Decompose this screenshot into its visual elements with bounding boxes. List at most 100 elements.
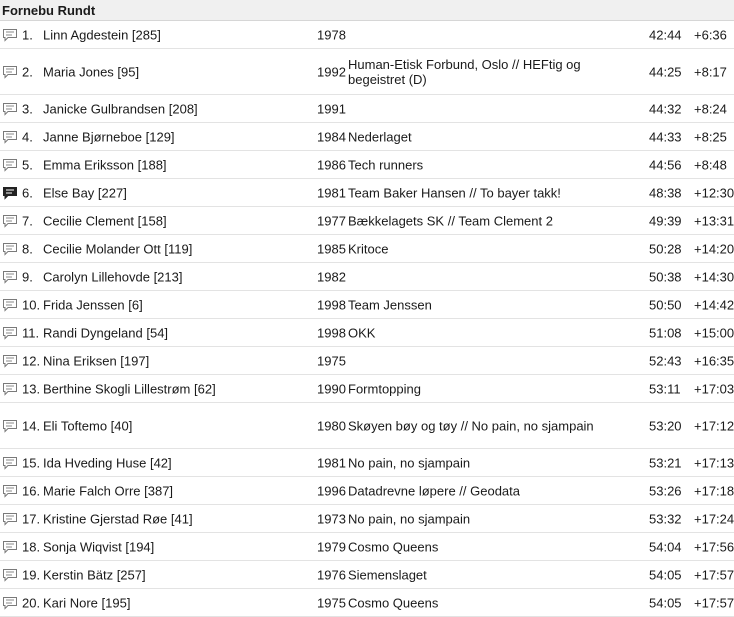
result-row[interactable]: 11. Randi Dyngeland [54] 1998 OKK 51:08 +15:0… [0,319,734,347]
result-row[interactable]: 4. Janne Bjørneboe [129] 1984 Nederlaget 44:… [0,123,734,151]
finish-time: 42:44 [649,27,682,42]
team-name: Skøyen bøy og tøy // No pain, no sjampai… [348,418,594,433]
place-number: 10. [22,297,41,312]
place-number: 8. [22,241,33,256]
runner-name[interactable]: Linn Agdestein [285] [43,27,161,42]
result-row[interactable]: 3. Janicke Gulbrandsen [208] 1991 44:32 +8:2… [0,95,734,123]
birth-year: 1986 [317,157,346,172]
place-number: 15. [22,455,41,470]
place-number: 4. [22,129,33,144]
time-behind: +14:30 [694,269,734,284]
result-row[interactable]: 15. Ida Hveding Huse [42] 1981 No pain, no … [0,449,734,477]
runner-name[interactable]: Berthine Skogli Lillestrøm [62] [43,381,216,396]
comment-icon[interactable] [2,354,18,368]
comment-icon[interactable] [2,326,18,340]
comment-icon[interactable] [2,456,18,470]
team-name: Bækkelagets SK // Team Clement 2 [348,213,553,228]
comment-icon[interactable] [2,158,18,172]
result-row[interactable]: 1. Linn Agdestein [285] 1978 42:44 +6:36 [0,21,734,49]
comment-icon[interactable] [2,242,18,256]
time-behind: +8:17 [694,64,727,79]
result-row[interactable]: 2. Maria Jones [95] 1992 Human-Etisk Forbun… [0,49,734,95]
runner-name[interactable]: Kari Nore [195] [43,595,131,610]
comment-icon[interactable] [2,382,18,396]
runner-name[interactable]: Kristine Gjerstad Røe [41] [43,511,193,526]
comment-icon[interactable] [2,102,18,116]
comment-icon[interactable] [2,512,18,526]
birth-year: 1998 [317,297,346,312]
birth-year: 1979 [317,539,346,554]
birth-year: 1977 [317,213,346,228]
birth-year: 1975 [317,595,346,610]
comment-icon[interactable] [2,28,18,42]
runner-name[interactable]: Emma Eriksson [188] [43,157,167,172]
finish-time: 51:08 [649,325,682,340]
place-number: 12. [22,353,41,368]
team-name: Cosmo Queens [348,539,439,554]
time-behind: +15:00 [694,325,734,340]
comment-icon[interactable] [2,540,18,554]
comment-icon[interactable] [2,214,18,228]
result-row[interactable]: 17. Kristine Gjerstad Røe [41] 1973 No pain… [0,505,734,533]
result-row[interactable]: 14. Eli Toftemo [40] 1980 Skøyen bøy og tøy… [0,403,734,449]
result-row[interactable]: 12. Nina Eriksen [197] 1975 52:43 +16:35 [0,347,734,375]
result-row[interactable]: 16. Marie Falch Orre [387] 1996 Datadrevne … [0,477,734,505]
place-number: 13. [22,381,41,396]
result-row[interactable]: 19. Kerstin Bätz [257] 1976 Siemenslaget 54:… [0,561,734,589]
finish-time: 50:50 [649,297,682,312]
result-row[interactable]: 8. Cecilie Molander Ott [119] 1985 Kritoce 5… [0,235,734,263]
runner-name[interactable]: Cecilie Clement [158] [43,213,167,228]
team-name: Kritoce [348,241,389,256]
result-row[interactable]: 13. Berthine Skogli Lillestrøm [62] 1990 Fo… [0,375,734,403]
result-row[interactable]: 5. Emma Eriksson [188] 1986 Tech runners 44:… [0,151,734,179]
finish-time: 48:38 [649,185,682,200]
result-row[interactable]: 10. Frida Jenssen [6] 1998 Team Jenssen 50:5… [0,291,734,319]
page-title: Fornebu Rundt [0,0,734,21]
place-number: 3. [22,101,33,116]
finish-time: 50:28 [649,241,682,256]
comment-icon[interactable] [2,65,18,79]
result-row[interactable]: 20. Kari Nore [195] 1975 Cosmo Queens 54:05 +… [0,589,734,617]
results-list: 1. Linn Agdestein [285] 1978 42:44 +6:36 2. Ma… [0,21,734,617]
place-number: 9. [22,269,33,284]
runner-name[interactable]: Kerstin Bätz [257] [43,567,146,582]
result-row[interactable]: 18. Sonja Wiqvist [194] 1979 Cosmo Queens 54… [0,533,734,561]
comment-icon[interactable] [2,130,18,144]
finish-time: 53:32 [649,511,682,526]
place-number: 7. [22,213,33,228]
time-behind: +12:30 [694,185,734,200]
runner-name[interactable]: Randi Dyngeland [54] [43,325,169,340]
time-behind: +8:48 [694,157,727,172]
team-name: Cosmo Queens [348,595,439,610]
runner-name[interactable]: Cecilie Molander Ott [119] [43,241,193,256]
result-row[interactable]: 7. Cecilie Clement [158] 1977 Bækkelagets S… [0,207,734,235]
birth-year: 1978 [317,27,346,42]
finish-time: 44:32 [649,101,682,116]
runner-name[interactable]: Marie Falch Orre [387] [43,483,174,498]
time-behind: +17:12 [694,418,734,433]
comment-icon[interactable] [2,270,18,284]
runner-name[interactable]: Ida Hveding Huse [42] [43,455,172,470]
runner-name[interactable]: Sonja Wiqvist [194] [43,539,155,554]
team-name: Nederlaget [348,129,412,144]
runner-name[interactable]: Maria Jones [95] [43,64,140,79]
result-row[interactable]: 6. Else Bay [227] 1981 Team Baker Hansen //… [0,179,734,207]
runner-name[interactable]: Janne Bjørneboe [129] [43,129,175,144]
result-row[interactable]: 9. Carolyn Lillehovde [213] 1982 50:38 +14:3… [0,263,734,291]
place-number: 6. [22,185,33,200]
comment-icon[interactable] [2,596,18,610]
runner-name[interactable]: Eli Toftemo [40] [43,418,133,433]
runner-name[interactable]: Frida Jenssen [6] [43,297,143,312]
comment-icon[interactable] [2,484,18,498]
runner-name[interactable]: Carolyn Lillehovde [213] [43,269,183,284]
runner-name[interactable]: Nina Eriksen [197] [43,353,150,368]
runner-name[interactable]: Janicke Gulbrandsen [208] [43,101,198,116]
comment-icon[interactable] [2,568,18,582]
team-name: Human-Etisk Forbund, Oslo // HEFtig og b… [348,56,581,87]
place-number: 14. [22,418,41,433]
comment-icon[interactable] [2,298,18,312]
comment-icon[interactable] [2,419,18,433]
runner-name[interactable]: Else Bay [227] [43,185,127,200]
finish-time: 44:33 [649,129,682,144]
comment-icon[interactable] [2,186,18,200]
